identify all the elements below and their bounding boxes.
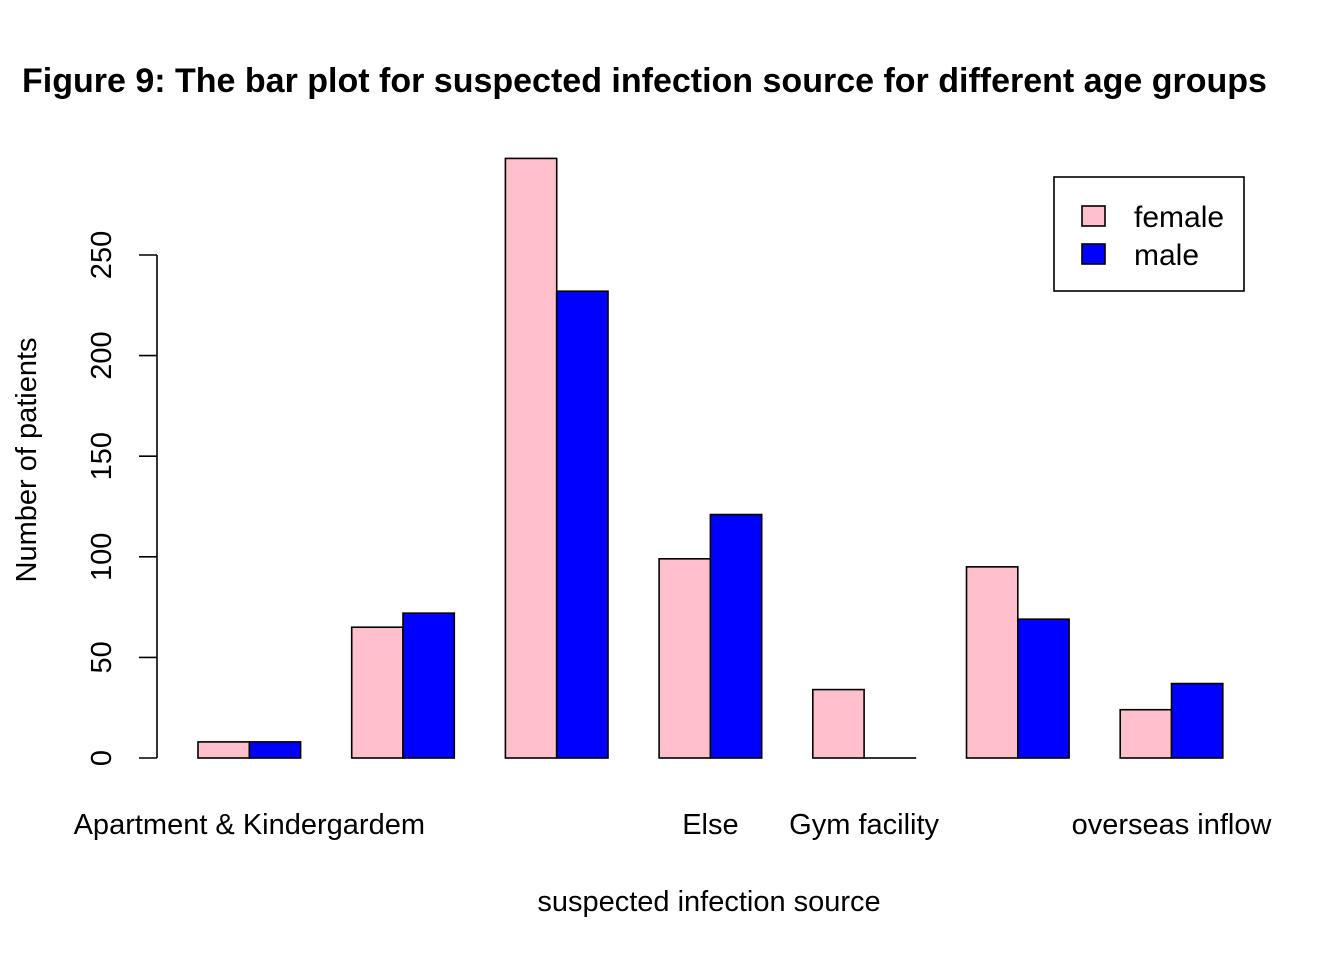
x-tick-labels: Apartment & Kindergardem Else Gym facility… <box>74 809 1273 841</box>
bar-male <box>1018 619 1069 758</box>
y-axis-label: Number of patients <box>11 337 43 582</box>
x-tick-label: Else <box>682 809 738 841</box>
bar-male <box>403 613 454 758</box>
y-tick-label: 200 <box>86 331 118 379</box>
x-tick-label: Apartment & Kindergardem <box>74 809 425 841</box>
legend-swatch-female <box>1082 206 1105 226</box>
bar-female <box>813 690 864 758</box>
bar-female <box>967 567 1018 758</box>
legend-label-male: male <box>1134 239 1199 272</box>
legend: female male <box>1054 177 1244 291</box>
x-tick-label: Gym facility <box>789 809 939 841</box>
x-tick-label: overseas inflow <box>1072 809 1273 841</box>
bar-male <box>557 291 608 758</box>
y-axis: 0 50 100 150 200 250 <box>86 231 157 766</box>
bar-male <box>710 515 761 758</box>
bar-female <box>659 559 710 758</box>
y-tick-label: 0 <box>86 750 118 766</box>
x-axis-label: suspected infection source <box>537 886 880 918</box>
y-tick-label: 100 <box>86 533 118 581</box>
bar-female <box>198 742 249 758</box>
y-tick-label: 250 <box>86 231 118 279</box>
y-tick-label: 150 <box>86 432 118 480</box>
bar-male <box>1172 684 1223 758</box>
y-tick-label: 50 <box>86 641 118 673</box>
legend-label-female: female <box>1134 201 1224 234</box>
bar-female <box>505 158 556 758</box>
chart-title: Figure 9: The bar plot for suspected inf… <box>22 62 1267 100</box>
bar-female <box>1120 710 1171 758</box>
legend-box <box>1054 177 1244 291</box>
legend-swatch-male <box>1082 244 1105 264</box>
bar-female <box>352 627 403 758</box>
bar-male <box>249 742 300 758</box>
